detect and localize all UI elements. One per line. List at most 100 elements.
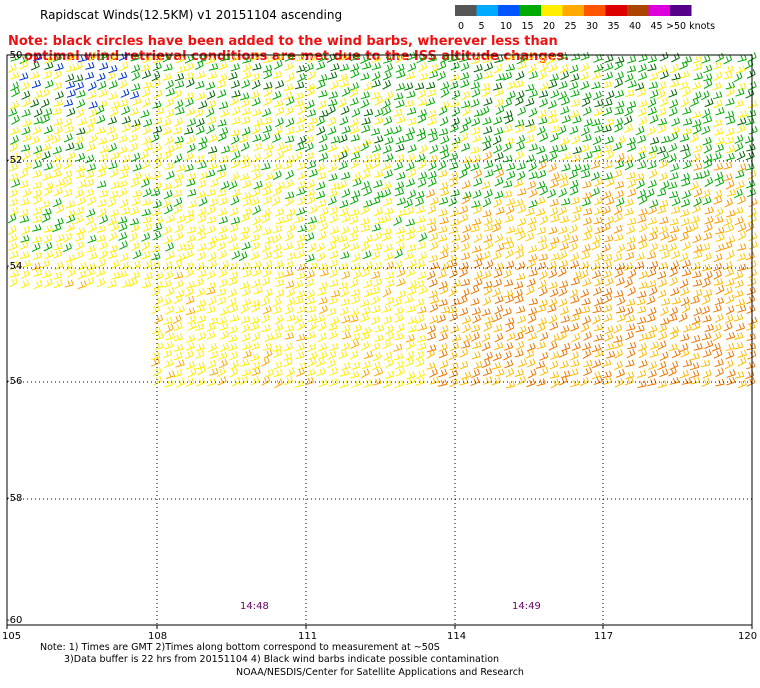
wind-barb [582, 134, 592, 143]
wind-barb [407, 117, 417, 126]
wind-barb [724, 198, 733, 208]
wind-barb [206, 124, 215, 135]
wind-barb [338, 234, 348, 243]
wind-barb [701, 242, 711, 252]
wind-barb [339, 207, 349, 217]
wind-barb [41, 213, 51, 223]
wind-barb [97, 137, 108, 145]
wind-barb [461, 162, 471, 172]
wind-barb [382, 79, 391, 90]
wind-barb [384, 136, 394, 145]
wind-barb [66, 214, 76, 224]
wind-barb [723, 241, 733, 250]
wind-barb [88, 251, 98, 261]
wind-barb [250, 299, 260, 307]
wind-barb [726, 376, 736, 386]
wind-barb [264, 288, 273, 299]
wind-barb [44, 79, 54, 89]
wind-barb [425, 97, 436, 106]
wind-barb [241, 368, 252, 377]
wind-barb [592, 305, 602, 314]
wind-barb [560, 106, 570, 115]
wind-barb [691, 153, 701, 163]
wind-barb [725, 278, 735, 287]
wind-barb [351, 252, 361, 263]
wind-barb [329, 206, 339, 216]
wind-barb [327, 143, 338, 152]
wind-barb [737, 223, 747, 233]
wind-barb [294, 215, 304, 224]
wind-barb [262, 64, 273, 73]
wind-barb [184, 163, 194, 172]
wind-barb [296, 187, 306, 196]
wind-barb [746, 295, 756, 305]
wind-barb [230, 128, 240, 137]
wind-barb [242, 62, 252, 73]
wind-barb [340, 225, 350, 235]
wind-barb [450, 243, 460, 253]
wind-barb [570, 379, 580, 388]
wind-barb [647, 279, 657, 288]
wind-barb [19, 72, 29, 81]
wind-barb [216, 367, 226, 377]
wind-barb [648, 286, 658, 297]
wind-barb [516, 162, 526, 171]
wind-barb [218, 359, 228, 369]
wind-barb [692, 270, 702, 279]
wind-barb [153, 375, 162, 386]
wind-barb [680, 70, 690, 79]
wind-barb [517, 230, 526, 241]
wind-barb [316, 79, 326, 90]
wind-barb [349, 97, 359, 106]
wind-barb [682, 149, 691, 160]
wind-barb [449, 208, 459, 218]
wind-barb [505, 63, 515, 72]
wind-barb [638, 240, 648, 250]
wind-barb [118, 134, 128, 143]
wind-barb [703, 79, 713, 89]
wind-barb [581, 342, 591, 351]
wind-barb [383, 116, 393, 126]
wind-barb [327, 116, 337, 127]
wind-barb [438, 349, 448, 359]
wind-barb [53, 162, 62, 173]
wind-barb [77, 117, 88, 126]
wind-barb [151, 170, 161, 180]
wind-barb [339, 116, 349, 126]
wind-barb [315, 314, 326, 323]
wind-barb [271, 196, 281, 207]
wind-barb [85, 277, 95, 286]
wind-barb [582, 92, 592, 101]
wind-barb [306, 222, 316, 233]
wind-barb [582, 232, 592, 241]
wind-barb [703, 159, 713, 169]
wind-barb [580, 62, 590, 73]
wind-barb [748, 316, 758, 325]
wind-barb [682, 225, 692, 234]
wind-barb [450, 324, 460, 334]
wind-barb [713, 278, 724, 286]
wind-barb [734, 371, 745, 379]
wind-barb [590, 160, 601, 170]
wind-barb [327, 98, 338, 107]
wind-barb [460, 278, 471, 287]
wind-barb [95, 126, 106, 135]
wind-barb [536, 323, 546, 333]
wind-barb [350, 242, 360, 251]
wind-barb [693, 162, 703, 171]
wind-barb [185, 78, 195, 88]
wind-barb [483, 280, 493, 289]
wind-barb [429, 196, 439, 206]
wind-barb [306, 179, 315, 189]
wind-barb [626, 298, 636, 307]
wind-barb [514, 150, 524, 161]
wind-barb [549, 371, 560, 379]
wind-barb [130, 178, 140, 188]
wind-barb [218, 101, 229, 110]
wind-barb [571, 135, 581, 145]
wind-barb [667, 153, 677, 164]
wind-barb [65, 80, 76, 89]
wind-barb [702, 314, 712, 323]
wind-barb [184, 350, 194, 360]
wind-barb [98, 88, 108, 98]
